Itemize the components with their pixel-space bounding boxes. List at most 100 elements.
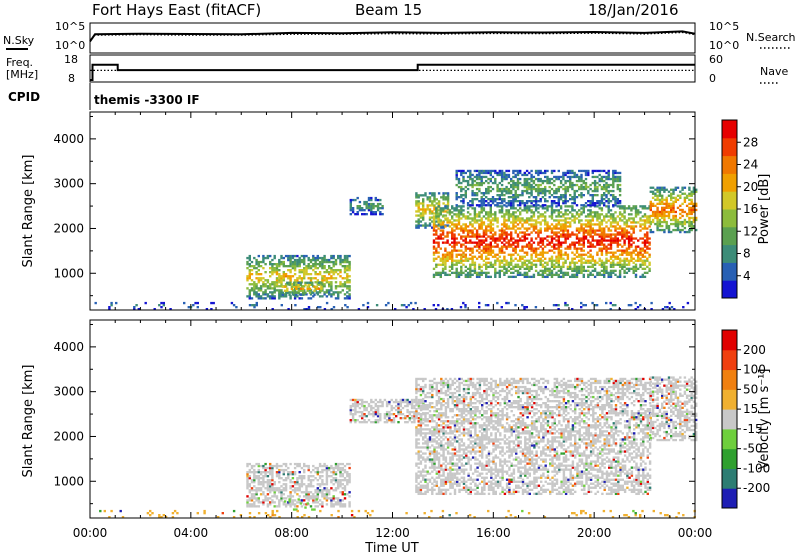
heatmap-cell [280,495,283,498]
heatmap-cell [453,245,456,248]
heatmap-cell [248,489,251,492]
heatmap-cell [612,173,615,177]
heatmap-cell [616,187,619,191]
heatmap-cell [530,249,533,252]
heatmap-cell [298,263,301,266]
heatmap-cell [464,227,467,230]
heatmap-cell [453,209,456,212]
heatmap-cell [532,227,536,230]
heatmap-cell [612,259,615,262]
heatmap-cell [248,503,251,506]
heatmap-cell [480,241,483,244]
heatmap-cell [473,183,477,187]
heatmap-cell [262,503,265,506]
heatmap-cell [348,295,351,298]
heatmap-cell [564,227,567,230]
heatmap-cell [552,304,556,307]
heatmap-cell [578,194,581,197]
heatmap-cell [253,256,256,260]
heatmap-cell [494,275,497,279]
heatmap-cell [537,207,540,210]
heatmap-cell [559,205,563,208]
heatmap-cell [546,225,549,228]
heatmap-cell [503,175,506,179]
heatmap-cell [367,198,371,202]
heatmap-cell [618,179,622,183]
heatmap-cell [431,226,434,229]
heatmap-cell [448,221,452,224]
heatmap-cell [482,171,486,175]
heatmap-cell [464,225,467,228]
heatmap-cell [510,213,513,216]
heatmap-cell [460,187,463,191]
heatmap-cell [318,475,322,478]
heatmap-cell [621,207,624,210]
heatmap-cell [144,301,147,305]
heatmap-cell [618,217,622,220]
heatmap-cell [578,227,581,230]
heatmap-cell [656,228,659,232]
heatmap-cell [580,239,583,242]
heatmap-cell [603,275,606,279]
heatmap-cell [471,273,474,277]
heatmap-cell [480,192,483,195]
heatmap-cell [341,491,344,494]
heatmap-cell [580,306,583,309]
heatmap-cell [334,503,338,506]
heatmap-cell [616,241,619,244]
heatmap-cell [428,208,432,211]
heatmap-cell [559,253,563,256]
heatmap-cell [525,173,529,177]
heatmap-cell [512,185,515,189]
heatmap-cell [695,204,698,208]
heatmap-cell [428,192,432,195]
heatmap-cell [419,434,423,437]
heatmap-cell [385,413,389,416]
heatmap-cell [318,295,322,298]
heatmap-cell [609,177,613,181]
heatmap-cell [643,221,647,224]
heatmap-cell [433,192,436,195]
heatmap-cell [587,173,590,177]
heatmap-cell [457,209,461,212]
heatmap-cell [415,488,418,492]
heatmap-cell [670,206,673,210]
heatmap-cell [589,245,592,248]
heatmap-cell [627,247,631,250]
heatmap-cell [282,479,285,482]
heatmap-cell [514,189,517,193]
heatmap-cell [500,247,504,250]
heatmap-cell [255,493,258,496]
heatmap-cell [475,243,479,246]
heatmap-cell [253,505,256,508]
heatmap-cell [444,273,447,277]
heatmap-cell [584,205,588,208]
heatmap-cell [665,226,668,230]
heatmap-cell [596,233,599,236]
heatmap-cell [692,186,696,189]
heatmap-cell [478,183,481,187]
heatmap-cell [485,237,488,240]
heatmap-cell [341,283,344,286]
heatmap-cell [464,304,467,307]
heatmap-cell [500,187,504,191]
heatmap-cell [598,263,601,266]
heatmap-cell [672,190,675,193]
heatmap-cell [448,269,452,273]
heatmap-cell [341,285,344,288]
heatmap-cell [580,257,583,260]
heatmap-cell [462,223,465,226]
heatmap-cell [287,269,290,272]
heatmap-cell [478,225,481,228]
heatmap-cell [503,189,506,193]
heatmap-cell [428,218,432,221]
heatmap-cell [603,265,606,269]
heatmap-cell [539,269,542,273]
heatmap-cell [600,235,604,238]
heatmap-cell [487,225,490,228]
heatmap-cell [618,175,622,179]
heatmap-cell [580,173,583,177]
heatmap-cell [681,202,684,206]
heatmap-cell [325,491,329,494]
heatmap-cell [562,219,565,222]
